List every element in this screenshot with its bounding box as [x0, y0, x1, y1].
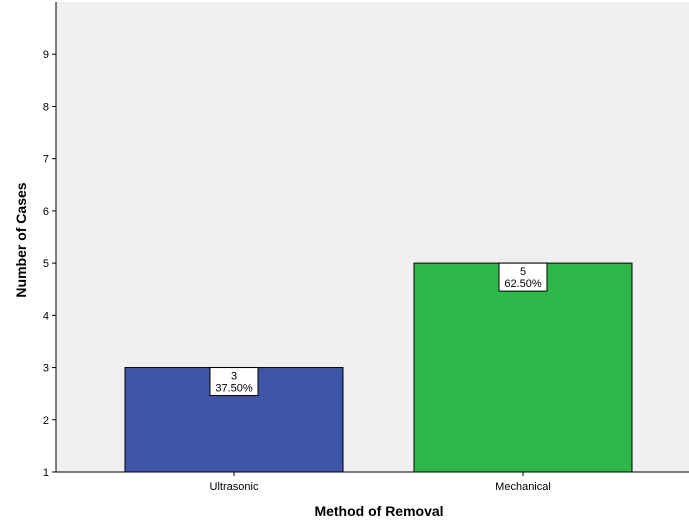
bar-mechanical — [413, 262, 633, 473]
data-label-box — [498, 262, 548, 292]
data-label-count: 5 — [520, 266, 526, 278]
data-label-percent: 37.50% — [215, 383, 253, 395]
y-tick-label: 2 — [43, 415, 49, 427]
y-tick-label: 4 — [43, 310, 49, 322]
y-tick-label: 1 — [43, 467, 49, 479]
x-axis-title: Method of Removal — [314, 503, 443, 519]
x-axis-ticks: Ultrasonic Mechanical — [210, 472, 551, 493]
data-label-percent: 62.50% — [504, 278, 542, 290]
y-tick-label: 3 — [43, 363, 49, 375]
y-axis-title: Number of Cases — [13, 182, 29, 297]
y-tick-label: 7 — [43, 154, 49, 166]
data-label-count: 3 — [231, 371, 237, 383]
y-tick-label: 6 — [43, 206, 49, 218]
data-label-box — [209, 367, 259, 397]
x-tick-label: Mechanical — [495, 481, 551, 493]
y-tick-label: 5 — [43, 258, 49, 270]
y-tick-label: 8 — [43, 101, 49, 113]
y-axis-ticks: 1 2 3 4 5 6 7 8 9 — [43, 49, 56, 479]
data-labels: 337.50% 562.50% — [209, 262, 548, 397]
y-tick-label: 9 — [43, 49, 49, 61]
x-tick-label: Ultrasonic — [210, 481, 259, 493]
